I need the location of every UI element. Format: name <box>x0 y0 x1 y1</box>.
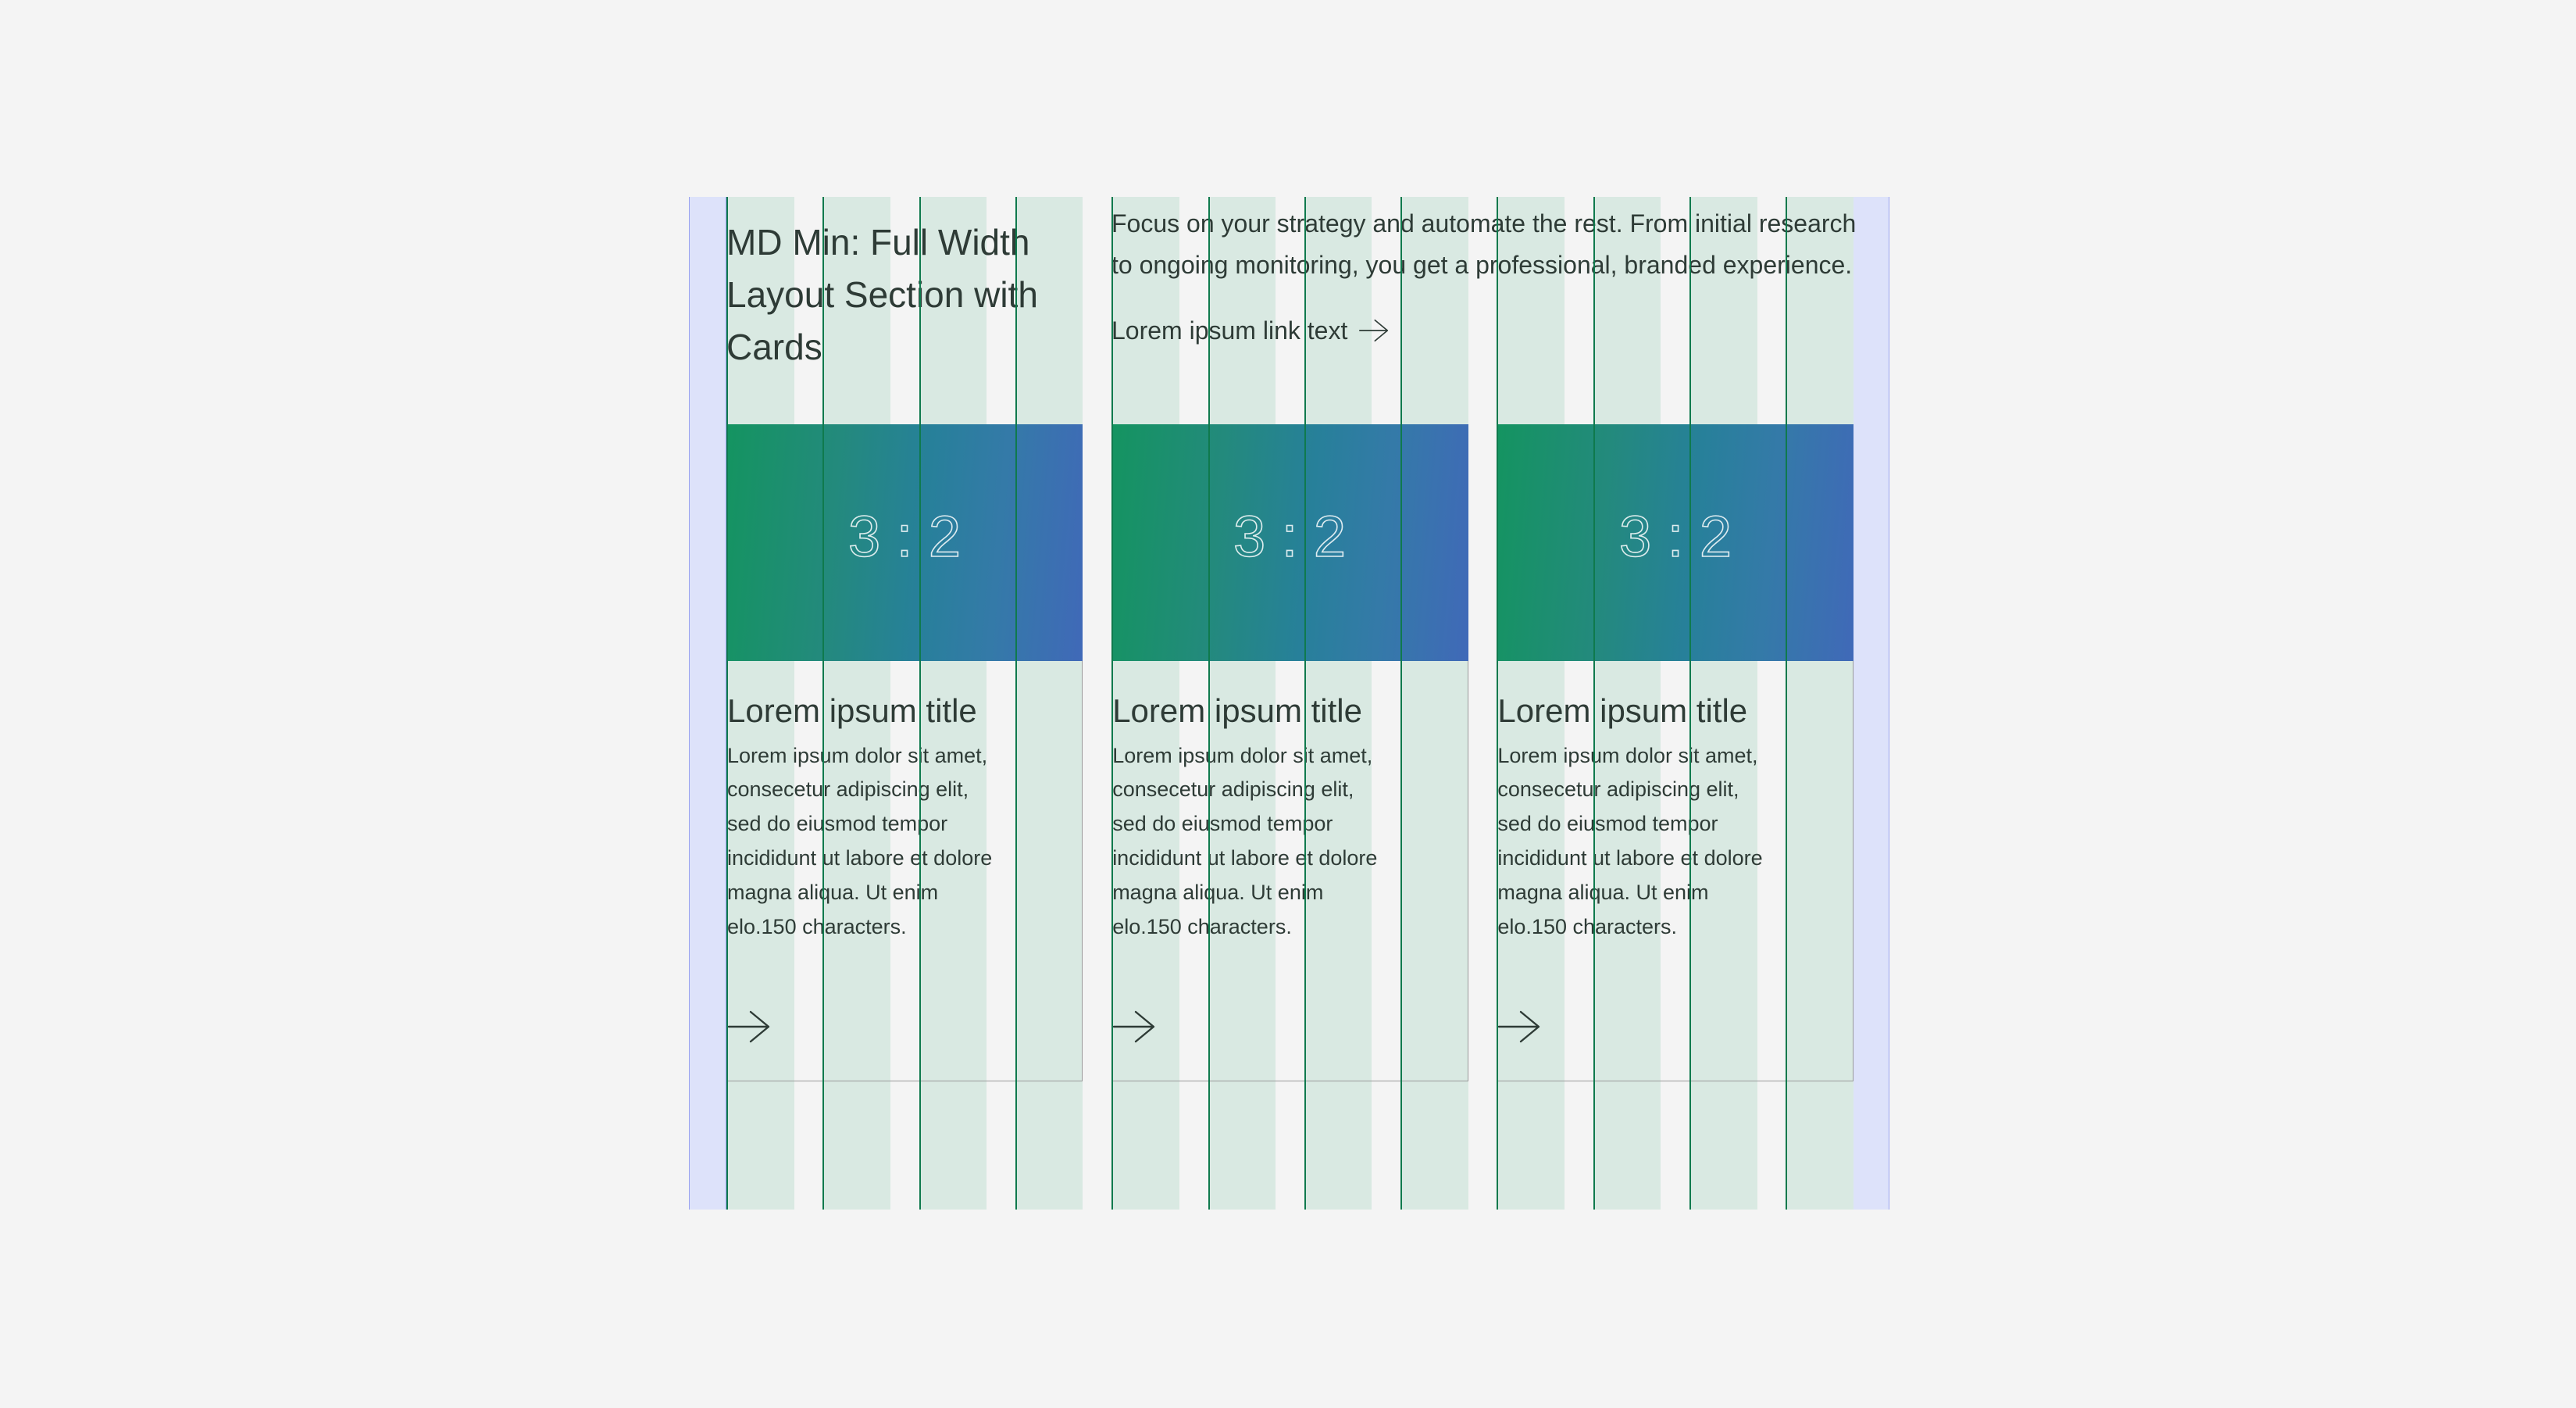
svg-text:3 : 2: 3 : 2 <box>1619 504 1732 569</box>
svg-text:3 : 2: 3 : 2 <box>1233 504 1346 569</box>
svg-text:3 : 2: 3 : 2 <box>848 504 961 569</box>
